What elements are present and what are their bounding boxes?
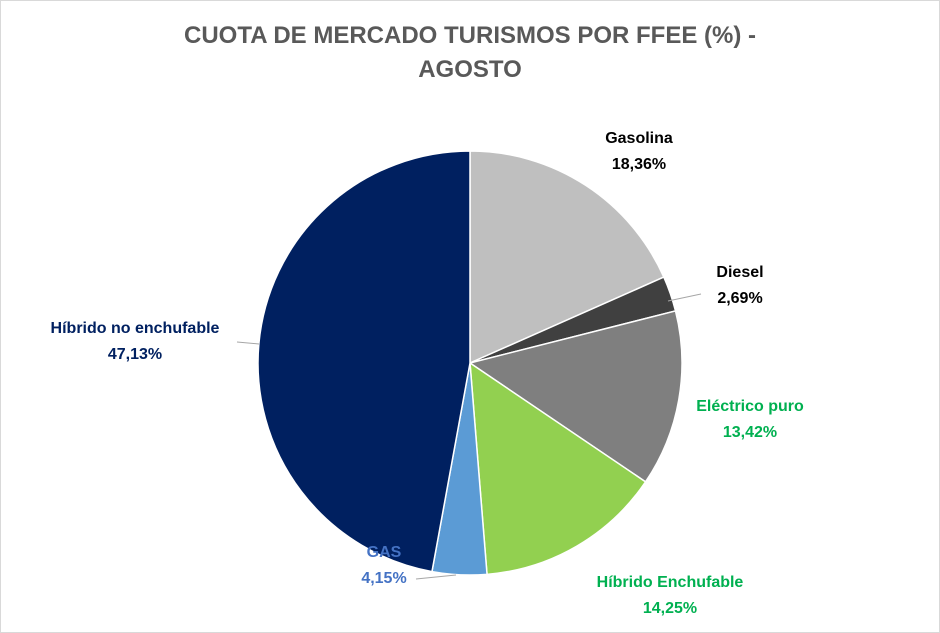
data-label: Eléctrico puro 13,42% — [696, 398, 804, 441]
pie-slice-gasolina — [469, 150, 665, 365]
data-label-name: Híbrido Enchufable — [597, 574, 744, 591]
data-label-name: Híbrido no enchufable — [51, 320, 220, 337]
data-label-name: Diesel — [716, 264, 763, 281]
data-label-value: 47,13% — [108, 346, 162, 363]
data-label-value: 13,42% — [723, 424, 777, 441]
data-label: Híbrido no enchufable 47,13% — [51, 320, 220, 363]
leader-line — [667, 293, 702, 302]
data-label-value: 18,36% — [612, 156, 666, 173]
chart-title: CUOTA DE MERCADO TURISMOS POR FFEE (%) -… — [1, 19, 939, 87]
data-label-name: Eléctrico puro — [696, 398, 804, 415]
leader-line — [415, 574, 457, 580]
data-label-value: 14,25% — [643, 600, 697, 617]
data-label: Gasolina 18,36% — [605, 130, 673, 173]
data-label-name: GAS — [367, 544, 402, 561]
data-label-value: 4,15% — [361, 570, 406, 587]
pie-slice-híbrido-enchufable — [469, 361, 647, 576]
chart-title-line-1: CUOTA DE MERCADO TURISMOS POR FFEE (%) - — [184, 22, 756, 49]
pie-slice-híbrido-no-enchufable — [257, 150, 471, 573]
data-label: Híbrido Enchufable 14,25% — [597, 574, 744, 617]
data-label: Diesel 2,69% — [716, 264, 763, 307]
data-label-name: Gasolina — [605, 130, 673, 147]
data-label: GAS 4,15% — [361, 544, 406, 587]
chart-title-line-2: AGOSTO — [418, 56, 522, 83]
data-label-value: 2,69% — [717, 290, 762, 307]
pie-slice-eléctrico-puro — [468, 310, 683, 483]
leader-line — [236, 341, 260, 345]
